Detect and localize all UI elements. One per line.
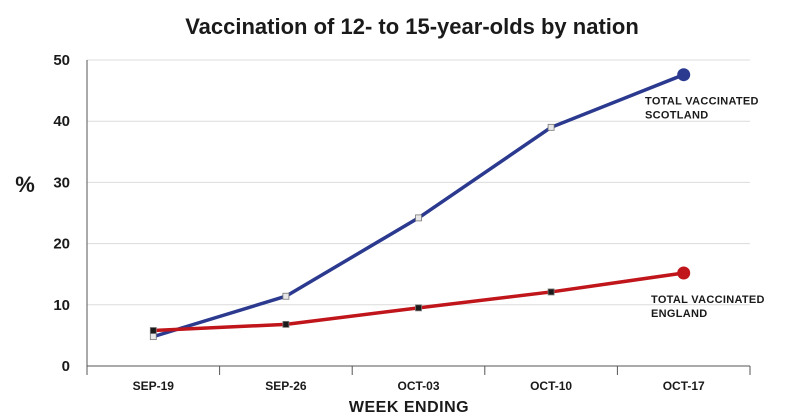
x-tick-label: OCT-10: [530, 379, 572, 393]
axes: [86, 60, 751, 375]
chart-title: Vaccination of 12- to 15-year-olds by na…: [185, 14, 639, 39]
england-data-point: [282, 320, 290, 328]
y-tick-labels: 0 10 20 30 40 50: [53, 52, 70, 375]
x-tick-label: SEP-19: [133, 379, 175, 393]
scotland-data-point: [149, 333, 157, 341]
x-tick-label: SEP-26: [265, 379, 307, 393]
y-tick-label: 30: [53, 174, 70, 191]
scotland-label-line-2: SCOTLAND: [645, 110, 709, 122]
y-tick-label: 40: [53, 113, 70, 130]
england-data-point: [547, 288, 555, 296]
england-label-line-2: ENGLAND: [651, 308, 708, 320]
scotland-end-point: [677, 68, 691, 82]
england-data-point: [149, 327, 157, 334]
y-axis-label: %: [15, 172, 35, 197]
scotland-data-point: [415, 214, 422, 222]
y-tick-label: 10: [53, 297, 70, 314]
scotland-series-line: [152, 73, 685, 339]
scotland-label-line-1: TOTAL VACCINATED: [645, 96, 759, 108]
y-tick-label: 0: [62, 358, 70, 375]
series-lines: [149, 68, 691, 341]
x-tick-label: OCT-03: [397, 379, 439, 393]
england-end-point: [677, 266, 691, 280]
x-axis-label: WEEK ENDING: [349, 399, 469, 416]
y-tick-label: 20: [53, 236, 70, 253]
series-annotations: TOTAL VACCINATED SCOTLAND TOTAL VACCINATED…: [645, 96, 765, 320]
x-tick-labels: SEP-19 SEP-26 OCT-03 OCT-10 OCT-17: [133, 379, 705, 393]
england-data-point: [415, 304, 422, 312]
scotland-data-point: [547, 123, 555, 131]
england-label-line-1: TOTAL VACCINATED: [651, 294, 765, 306]
scotland-data-point: [282, 292, 290, 300]
gridlines: [87, 59, 750, 306]
y-tick-label: 50: [53, 52, 70, 69]
england-series-line: [153, 271, 684, 333]
x-tick-label: OCT-17: [663, 379, 705, 393]
